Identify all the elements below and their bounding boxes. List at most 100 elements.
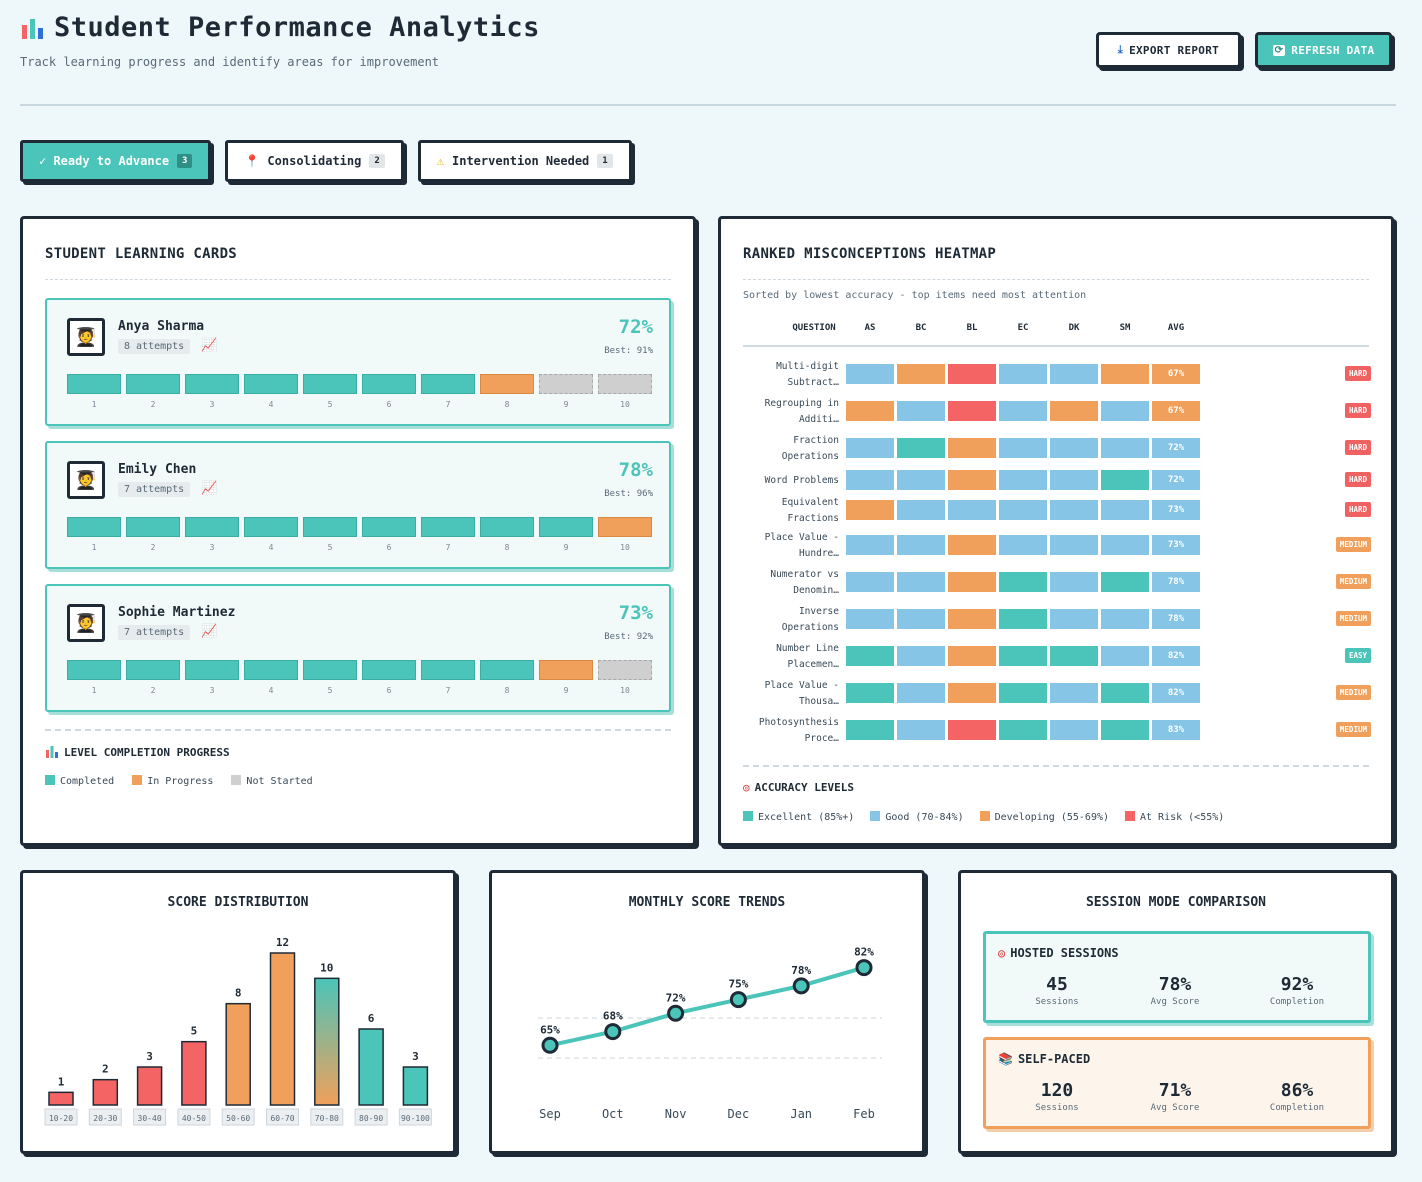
heatmap-cell[interactable] bbox=[846, 646, 894, 666]
bar-60-70[interactable] bbox=[269, 952, 296, 1106]
student-card[interactable]: 🧑‍🎓 Emily Chen 7 attempts 📈 78% Best: 96… bbox=[45, 441, 671, 569]
trend-point-Jan[interactable] bbox=[792, 977, 810, 995]
heatmap-cell[interactable] bbox=[897, 470, 945, 490]
heatmap-cell[interactable] bbox=[1101, 401, 1149, 421]
heatmap-cell[interactable] bbox=[846, 401, 894, 421]
bar-10-20[interactable] bbox=[48, 1091, 74, 1106]
heatmap-cell[interactable] bbox=[999, 470, 1047, 490]
heatmap-cell[interactable] bbox=[1050, 535, 1098, 555]
heatmap-row[interactable]: Regrouping in Additi… 67% HARD bbox=[743, 396, 1371, 428]
heatmap-cell[interactable] bbox=[897, 720, 945, 740]
trend-point-Feb[interactable] bbox=[855, 959, 873, 977]
heatmap-cell[interactable] bbox=[1050, 438, 1098, 458]
heatmap-cell[interactable] bbox=[846, 609, 894, 629]
heatmap-cell[interactable] bbox=[1101, 646, 1149, 666]
heatmap-row[interactable]: Word Problems 72% HARD bbox=[743, 465, 1371, 497]
heatmap-cell[interactable] bbox=[948, 535, 996, 555]
trend-point-Nov[interactable] bbox=[667, 1004, 685, 1022]
heatmap-cell[interactable] bbox=[1050, 364, 1098, 384]
heatmap-row[interactable]: Numerator vs Denomin… 78% MEDIUM bbox=[743, 567, 1371, 599]
heatmap-cell[interactable] bbox=[1101, 500, 1149, 520]
heatmap-cell[interactable] bbox=[846, 720, 894, 740]
heatmap-row[interactable]: Fraction Operations 72% HARD bbox=[743, 433, 1371, 465]
heatmap-cell[interactable] bbox=[1050, 572, 1098, 592]
heatmap-cell[interactable] bbox=[999, 438, 1047, 458]
heatmap-row[interactable]: Inverse Operations 78% MEDIUM bbox=[743, 604, 1371, 636]
heatmap-cell[interactable] bbox=[999, 535, 1047, 555]
heatmap-row[interactable]: Place Value - Thousa… 82% MEDIUM bbox=[743, 678, 1371, 710]
heatmap-cell[interactable] bbox=[897, 500, 945, 520]
heatmap-cell[interactable] bbox=[897, 364, 945, 384]
heatmap-cell[interactable] bbox=[948, 646, 996, 666]
heatmap-cell[interactable] bbox=[846, 470, 894, 490]
heatmap-cell[interactable] bbox=[1101, 609, 1149, 629]
heatmap-cell[interactable] bbox=[897, 609, 945, 629]
export-report-button[interactable]: ⤓ EXPORT REPORT bbox=[1096, 32, 1241, 68]
heatmap-row[interactable]: Place Value - Hundre… 73% MEDIUM bbox=[743, 530, 1371, 562]
heatmap-cell[interactable] bbox=[1101, 683, 1149, 703]
trend-point-Dec[interactable] bbox=[729, 991, 747, 1009]
heatmap-cell[interactable] bbox=[948, 470, 996, 490]
heatmap-cell[interactable] bbox=[897, 401, 945, 421]
heatmap-cell[interactable] bbox=[897, 535, 945, 555]
bar-30-40[interactable] bbox=[136, 1066, 163, 1106]
bar-20-30[interactable] bbox=[92, 1078, 119, 1106]
bar-70-80[interactable] bbox=[314, 977, 340, 1106]
heatmap-cell[interactable] bbox=[1050, 646, 1098, 666]
heatmap-cell[interactable] bbox=[846, 438, 894, 458]
heatmap-cell[interactable] bbox=[1050, 401, 1098, 421]
heatmap-cell[interactable] bbox=[1101, 535, 1149, 555]
heatmap-cell[interactable] bbox=[948, 401, 996, 421]
heatmap-cell[interactable] bbox=[1101, 572, 1149, 592]
heatmap-row[interactable]: Photosynthesis Proce… 83% MEDIUM bbox=[743, 715, 1371, 747]
heatmap-cell[interactable] bbox=[897, 646, 945, 666]
heatmap-cell[interactable] bbox=[846, 572, 894, 592]
student-card[interactable]: 🧑‍🎓 Anya Sharma 8 attempts 📈 72% Best: 9… bbox=[45, 298, 671, 426]
heatmap-cell[interactable] bbox=[948, 500, 996, 520]
heatmap-cell[interactable] bbox=[999, 572, 1047, 592]
filter-ready-to-advance[interactable]: ✓ Ready to Advance 3 bbox=[20, 140, 212, 182]
heatmap-cell[interactable] bbox=[999, 720, 1047, 740]
heatmap-cell[interactable] bbox=[948, 720, 996, 740]
bar-40-50[interactable] bbox=[181, 1040, 207, 1106]
heatmap-cell[interactable] bbox=[948, 683, 996, 703]
heatmap-cell[interactable] bbox=[1101, 364, 1149, 384]
heatmap-cell[interactable] bbox=[846, 683, 894, 703]
student-card[interactable]: 🧑‍🎓 Sophie Martinez 7 attempts 📈 73% Bes… bbox=[45, 584, 671, 712]
heatmap-cell[interactable] bbox=[948, 364, 996, 384]
heatmap-cell[interactable] bbox=[897, 572, 945, 592]
heatmap-cell[interactable] bbox=[948, 572, 996, 592]
heatmap-cell[interactable] bbox=[999, 500, 1047, 520]
filter-consolidating[interactable]: 📍 Consolidating 2 bbox=[225, 140, 404, 182]
bar-90-100[interactable] bbox=[402, 1066, 429, 1106]
heatmap-cell[interactable] bbox=[1050, 609, 1098, 629]
heatmap-cell[interactable] bbox=[846, 500, 894, 520]
trend-point-Sep[interactable] bbox=[541, 1036, 559, 1054]
heatmap-cell[interactable] bbox=[1101, 438, 1149, 458]
bar-80-90[interactable] bbox=[358, 1028, 384, 1106]
filter-intervention-needed[interactable]: ⚠ Intervention Needed 1 bbox=[417, 140, 632, 182]
heatmap-cell[interactable] bbox=[999, 401, 1047, 421]
heatmap-cell[interactable] bbox=[846, 364, 894, 384]
refresh-data-button[interactable]: ⟳ REFRESH DATA bbox=[1255, 32, 1392, 68]
heatmap-cell[interactable] bbox=[1101, 720, 1149, 740]
heatmap-cell[interactable] bbox=[1050, 683, 1098, 703]
heatmap-cell[interactable] bbox=[999, 364, 1047, 384]
heatmap-row[interactable]: Number Line Placemen… 82% EASY bbox=[743, 641, 1371, 673]
heatmap-cell[interactable] bbox=[999, 683, 1047, 703]
heatmap-cell[interactable] bbox=[897, 438, 945, 458]
heatmap-cell[interactable] bbox=[1101, 470, 1149, 490]
heatmap-cell[interactable] bbox=[948, 438, 996, 458]
heatmap-row[interactable]: Multi-digit Subtract… 67% HARD bbox=[743, 359, 1371, 391]
heatmap-cell[interactable] bbox=[999, 609, 1047, 629]
heatmap-cell[interactable] bbox=[948, 609, 996, 629]
heatmap-cell[interactable] bbox=[846, 535, 894, 555]
heatmap-row[interactable]: Equivalent Fractions 73% HARD bbox=[743, 495, 1371, 527]
heatmap-cell[interactable] bbox=[1050, 500, 1098, 520]
heatmap-cell[interactable] bbox=[1050, 720, 1098, 740]
heatmap-cell[interactable] bbox=[897, 683, 945, 703]
trend-point-Oct[interactable] bbox=[604, 1023, 622, 1041]
heatmap-cell[interactable] bbox=[1050, 470, 1098, 490]
heatmap-cell[interactable] bbox=[999, 646, 1047, 666]
bar-50-60[interactable] bbox=[225, 1002, 251, 1106]
